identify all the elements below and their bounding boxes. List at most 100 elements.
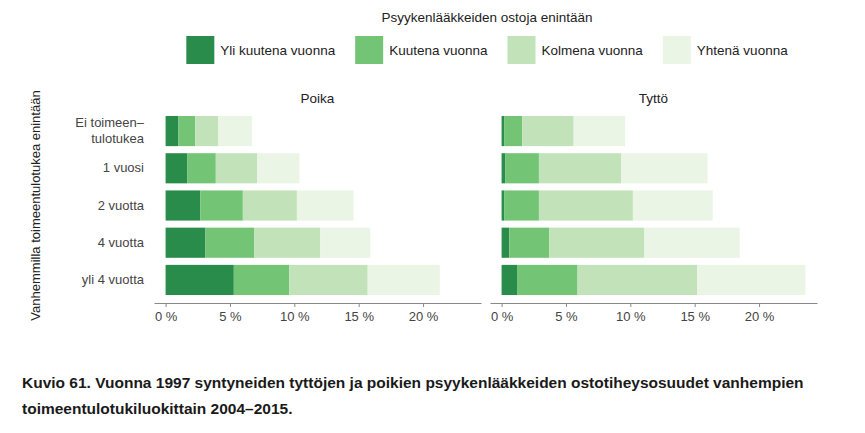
bar — [502, 116, 505, 146]
legend-swatch — [355, 36, 383, 64]
bar — [234, 265, 289, 295]
bar — [539, 153, 621, 183]
bar — [502, 190, 505, 220]
y-tick: yli 4 vuotta — [82, 272, 145, 287]
legend-item: Yli kuutena vuonna — [186, 36, 335, 64]
bar — [578, 265, 698, 295]
legend-item: Kolmena vuonna — [508, 36, 644, 64]
legend-label: Yhtenä vuonna — [697, 43, 788, 58]
legend-swatch — [186, 36, 214, 64]
legend-swatch — [508, 36, 536, 64]
bar — [216, 153, 257, 183]
bar — [297, 190, 354, 220]
bar — [320, 228, 370, 258]
x-tick: 0 % — [155, 303, 178, 324]
x-tick: 10 % — [616, 303, 646, 324]
y-tick-label: 2 vuotta — [98, 198, 145, 213]
panel: Poika 0 % 5 % 10 % 15 % 20 % Ei toimeen–tulotu… — [75, 91, 481, 324]
y-tick: Ei toimeen–tulotukea — [75, 115, 144, 146]
chart: Psyykenlääkkeiden ostoja enintään Yli kuu… — [0, 0, 865, 433]
bar — [195, 116, 218, 146]
bar — [505, 153, 538, 183]
bars — [502, 116, 806, 295]
panel-title: Poika — [301, 91, 335, 106]
y-axis: Ei toimeen–tulotukea 1 vuosi 2 vuotta 4 vuo… — [75, 115, 144, 287]
x-tick-label: 20 % — [745, 309, 775, 324]
bars — [166, 116, 440, 295]
y-tick-label: yli 4 vuotta — [82, 272, 145, 287]
bar — [166, 265, 234, 295]
bar — [166, 153, 188, 183]
x-tick-label: 15 % — [344, 309, 374, 324]
title: Kuvio 61. Vuonna 1997 syntyneiden tyttöj… — [22, 374, 804, 417]
y-tick-label: 1 vuosi — [103, 160, 144, 175]
y-tick: 4 vuotta — [98, 235, 145, 250]
x-axis: 0 % 5 % 10 % 15 % 20 % — [491, 303, 818, 324]
bar — [166, 190, 201, 220]
bar — [166, 116, 179, 146]
x-tick-mark — [166, 303, 167, 307]
bar — [187, 153, 215, 183]
y-tick: 1 vuosi — [103, 160, 144, 175]
bar — [697, 265, 805, 295]
x-tick: 10 % — [280, 303, 310, 324]
bar — [502, 265, 517, 295]
legend-label: Kuutena vuonna — [389, 43, 488, 58]
x-tick-mark — [566, 303, 567, 307]
y-tick-label-line: tulotukea — [91, 131, 145, 146]
bar — [574, 116, 625, 146]
legend-label: Kolmena vuonna — [542, 43, 644, 58]
x-tick-mark — [294, 303, 295, 307]
title-line: toimeentulotukiluokittain 2004–2015. — [22, 400, 292, 417]
bar — [504, 190, 539, 220]
x-tick-mark — [759, 303, 760, 307]
x-tick: 20 % — [745, 303, 775, 324]
bar — [522, 116, 573, 146]
x-tick-mark — [502, 303, 503, 307]
x-tick: 5 % — [555, 303, 578, 324]
legend: Psyykenlääkkeiden ostoja enintään Yli kuu… — [186, 10, 788, 64]
x-tick-label: 5 % — [219, 309, 242, 324]
bar — [502, 153, 506, 183]
bar — [166, 228, 206, 258]
x-axis-line — [155, 303, 482, 304]
x-tick-mark — [423, 303, 424, 307]
bar — [633, 190, 713, 220]
bar — [549, 228, 644, 258]
y-tick-label: 4 vuotta — [98, 235, 145, 250]
x-tick-mark — [359, 303, 360, 307]
x-tick-label: 0 % — [155, 309, 178, 324]
x-axis: 0 % 5 % 10 % 15 % 20 % — [155, 303, 482, 324]
x-tick-label: 10 % — [280, 309, 310, 324]
x-tick-label: 5 % — [555, 309, 578, 324]
legend-item: Yhtenä vuonna — [663, 36, 788, 64]
bar — [509, 228, 549, 258]
y-axis-title: Vanhemmilla toimeentulotukea enintään — [28, 90, 43, 320]
bar — [257, 153, 299, 183]
x-tick-label: 20 % — [409, 309, 439, 324]
bar — [254, 228, 320, 258]
bar — [502, 228, 510, 258]
x-tick: 15 % — [344, 303, 374, 324]
x-tick: 0 % — [491, 303, 514, 324]
panel-title: Tyttö — [639, 91, 668, 106]
x-tick-label: 0 % — [491, 309, 514, 324]
legend-item: Kuutena vuonna — [355, 36, 488, 64]
legend-label: Yli kuutena vuonna — [220, 43, 335, 58]
x-tick: 5 % — [219, 303, 242, 324]
title-line: Kuvio 61. Vuonna 1997 syntyneiden tyttöj… — [22, 374, 804, 391]
legend-title: Psyykenlääkkeiden ostoja enintään — [382, 10, 593, 25]
bar — [539, 190, 633, 220]
x-tick: 15 % — [680, 303, 710, 324]
bar — [243, 190, 297, 220]
bar — [289, 265, 368, 295]
x-tick-label: 10 % — [616, 309, 646, 324]
legend-swatch — [663, 36, 691, 64]
bar — [517, 265, 578, 295]
panel: Tyttö 0 % 5 % 10 % 15 % 20 % — [491, 91, 818, 324]
x-tick-mark — [630, 303, 631, 307]
bar — [218, 116, 251, 146]
bar — [205, 228, 254, 258]
bar — [644, 228, 739, 258]
x-tick-mark — [695, 303, 696, 307]
